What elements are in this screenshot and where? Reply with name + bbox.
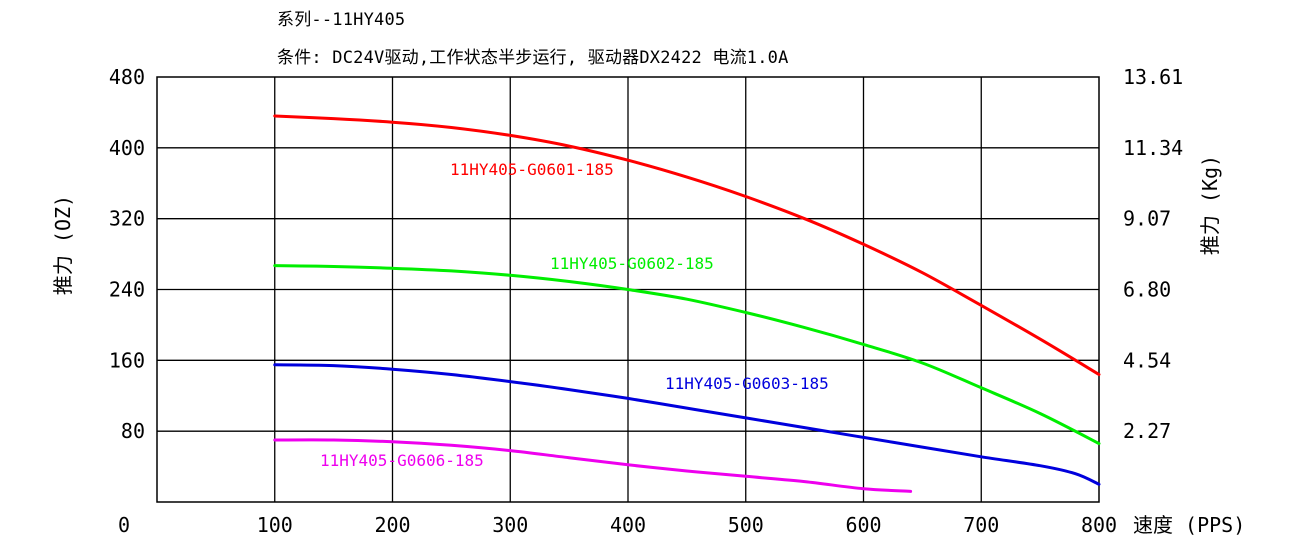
- x-tick-label: 300: [492, 513, 528, 537]
- chart-title: 系列--11HY405: [277, 10, 406, 30]
- chart-subtitle: 条件: DC24V驱动,工作状态半步运行, 驱动器DX2422 电流1.0A: [277, 48, 789, 68]
- y2-tick-label: 2.27: [1123, 419, 1171, 443]
- series-line: [273, 438, 913, 493]
- y-tick-label: 400: [109, 136, 145, 160]
- y2-axis-label: 推力 (Kg): [1198, 155, 1222, 255]
- y-tick-label: 80: [121, 419, 145, 443]
- x-tick-label: 100: [257, 513, 293, 537]
- series-line: [273, 264, 1101, 446]
- series-label: 11HY405-G0602-185: [550, 254, 714, 273]
- y2-tick-label: 4.54: [1123, 348, 1171, 372]
- series-line: [273, 114, 1101, 376]
- series-label: 11HY405-G0606-185: [320, 451, 484, 470]
- y2-tick-label: 11.34: [1123, 136, 1183, 160]
- x-tick-label: 200: [374, 513, 410, 537]
- x-tick-label: 500: [728, 513, 764, 537]
- x-tick-label: 800: [1081, 513, 1117, 537]
- series-label: 11HY405-G0603-185: [665, 374, 829, 393]
- x-tick-label: 400: [610, 513, 646, 537]
- x-axis-label: 速度 (PPS): [1133, 513, 1245, 537]
- y-tick-label: 160: [109, 348, 145, 372]
- y-axis-label: 推力 (OZ): [51, 195, 75, 295]
- y2-tick-label: 13.61: [1123, 65, 1183, 89]
- x-tick-label: 700: [963, 513, 999, 537]
- y2-tick-label: 6.80: [1123, 278, 1171, 302]
- series-line: [273, 363, 1101, 486]
- plot-frame: [156, 76, 1100, 503]
- x-tick-label: 0: [118, 513, 130, 537]
- y2-tick-label: 9.07: [1123, 207, 1171, 231]
- y-tick-label: 320: [109, 207, 145, 231]
- y-tick-label: 240: [109, 278, 145, 302]
- x-tick-label: 600: [845, 513, 881, 537]
- y-tick-label: 480: [109, 65, 145, 89]
- series-label: 11HY405-G0601-185: [450, 160, 614, 179]
